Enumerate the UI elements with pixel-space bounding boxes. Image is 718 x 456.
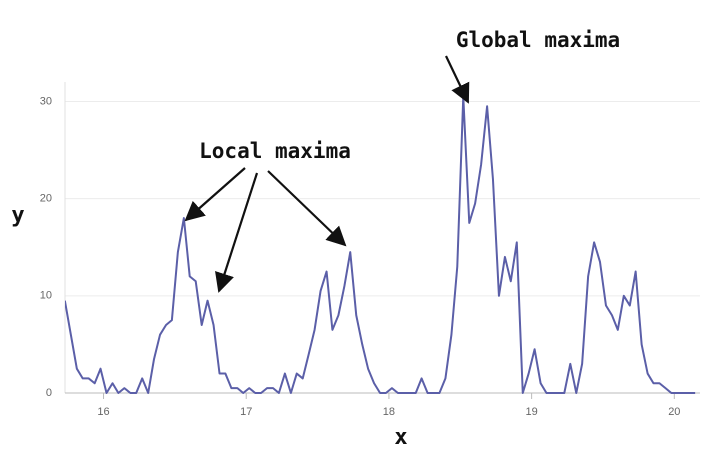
y-tick-label: 10 (40, 290, 52, 302)
arrow (267, 170, 347, 247)
x-axis-label: x (394, 425, 407, 450)
arrow (215, 172, 259, 293)
arrow (184, 167, 246, 222)
plot-area (65, 95, 696, 394)
grid (65, 100, 700, 394)
y-tick-label: 20 (40, 193, 52, 205)
x-tick-label: 19 (525, 406, 537, 418)
ticks: 0 10 20 30 16 17 18 19 20 (40, 95, 681, 418)
annotation-arrows (184, 55, 470, 293)
y-tick-label: 0 (46, 387, 52, 399)
data-line (65, 95, 696, 394)
x-tick-label: 16 (97, 406, 109, 418)
x-tick-label: 17 (240, 406, 252, 418)
y-axis-label: y (11, 203, 24, 228)
x-tick-label: 20 (668, 406, 680, 418)
arrow (445, 55, 470, 104)
x-tick-label: 18 (383, 406, 395, 418)
annotation: Global maxima (456, 28, 620, 52)
annotation: Local maxima (199, 139, 351, 163)
y-tick-label: 30 (40, 95, 52, 107)
